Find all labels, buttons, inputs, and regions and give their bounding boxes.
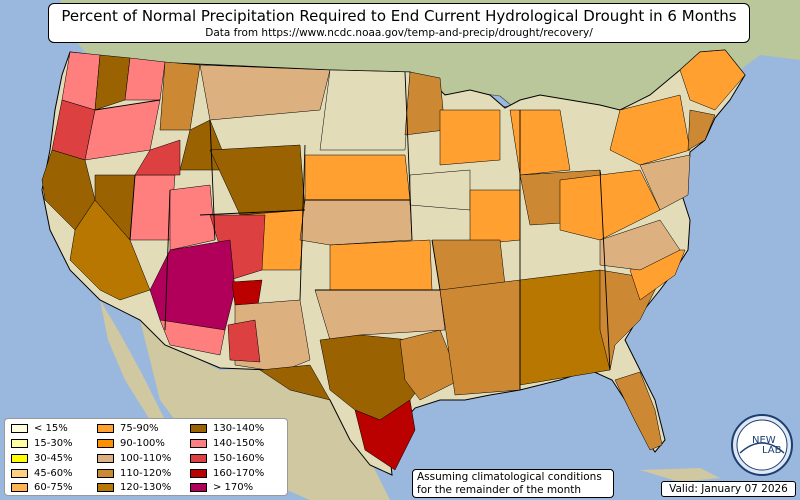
legend-label: 30-45%	[34, 453, 73, 464]
legend-swatch	[190, 482, 207, 492]
data-source: Data from https://www.ncdc.noaa.gov/temp…	[205, 27, 593, 39]
mexico-land	[140, 320, 390, 500]
legend-item: 15-30%	[11, 438, 73, 450]
legend-swatch	[97, 468, 114, 478]
legend-label: 120-130%	[120, 482, 172, 493]
map-title: Percent of Normal Precipitation Required…	[61, 7, 737, 25]
legend-item: 140-150%	[190, 438, 264, 450]
legend-label: 150-160%	[213, 453, 265, 464]
legend-item: 100-110%	[97, 453, 171, 465]
legend-item: < 15%	[11, 423, 68, 435]
logo-text-lab: LAB	[762, 445, 782, 456]
legend-item: 60-75%	[11, 482, 73, 494]
legend-swatch	[97, 423, 114, 433]
legend-item: 75-90%	[97, 423, 159, 435]
legend-item: 120-130%	[97, 482, 171, 494]
legend-item: 160-170%	[190, 468, 264, 480]
legend-label: > 170%	[213, 482, 254, 493]
drought-regions	[41, 49, 746, 471]
legend-swatch	[97, 438, 114, 448]
newlab-logo: NEW LAB	[731, 414, 793, 476]
legend-swatch	[11, 438, 28, 448]
legend-swatch	[97, 482, 114, 492]
legend-item: 110-120%	[97, 468, 171, 480]
legend-label: 140-150%	[213, 438, 265, 449]
legend-item: 90-100%	[97, 438, 165, 450]
legend-item: 150-160%	[190, 453, 264, 465]
legend-label: 90-100%	[120, 438, 165, 449]
legend-swatch	[11, 423, 28, 433]
baja-peninsula	[100, 300, 165, 420]
legend-item: 130-140%	[190, 423, 264, 435]
legend-swatch	[11, 482, 28, 492]
legend-item: 45-60%	[11, 468, 73, 480]
legend-swatch	[190, 423, 207, 433]
cuba	[640, 468, 720, 482]
legend-swatch	[97, 453, 114, 463]
title-box: Percent of Normal Precipitation Required…	[48, 3, 750, 43]
legend-label: 160-170%	[213, 468, 265, 479]
valid-date: Valid: January 07 2026	[661, 481, 796, 497]
assumption-line-1: Assuming climatological conditions	[417, 471, 602, 483]
legend-label: 130-140%	[213, 423, 265, 434]
legend-label: 100-110%	[120, 453, 172, 464]
logo-text-new: NEW	[752, 435, 776, 446]
legend-item: 30-45%	[11, 453, 73, 465]
legend-swatch	[11, 453, 28, 463]
legend-label: 60-75%	[34, 482, 73, 493]
legend-swatch	[190, 468, 207, 478]
assumption-line-2: for the remainder of the month	[417, 483, 582, 496]
legend-swatch	[190, 453, 207, 463]
legend-swatch	[190, 438, 207, 448]
legend: < 15% 15-30% 30-45% 45-60% 60-75% 75-90%…	[4, 418, 288, 496]
legend-label: 15-30%	[34, 438, 73, 449]
legend-label: 110-120%	[120, 468, 172, 479]
legend-label: 75-90%	[120, 423, 159, 434]
state-lines	[94, 71, 611, 390]
legend-label: < 15%	[34, 423, 68, 434]
legend-label: 45-60%	[34, 468, 73, 479]
legend-item: > 170%	[190, 482, 253, 494]
legend-swatch	[11, 468, 28, 478]
assumption-note: Assuming climatological conditions for t…	[412, 469, 614, 498]
